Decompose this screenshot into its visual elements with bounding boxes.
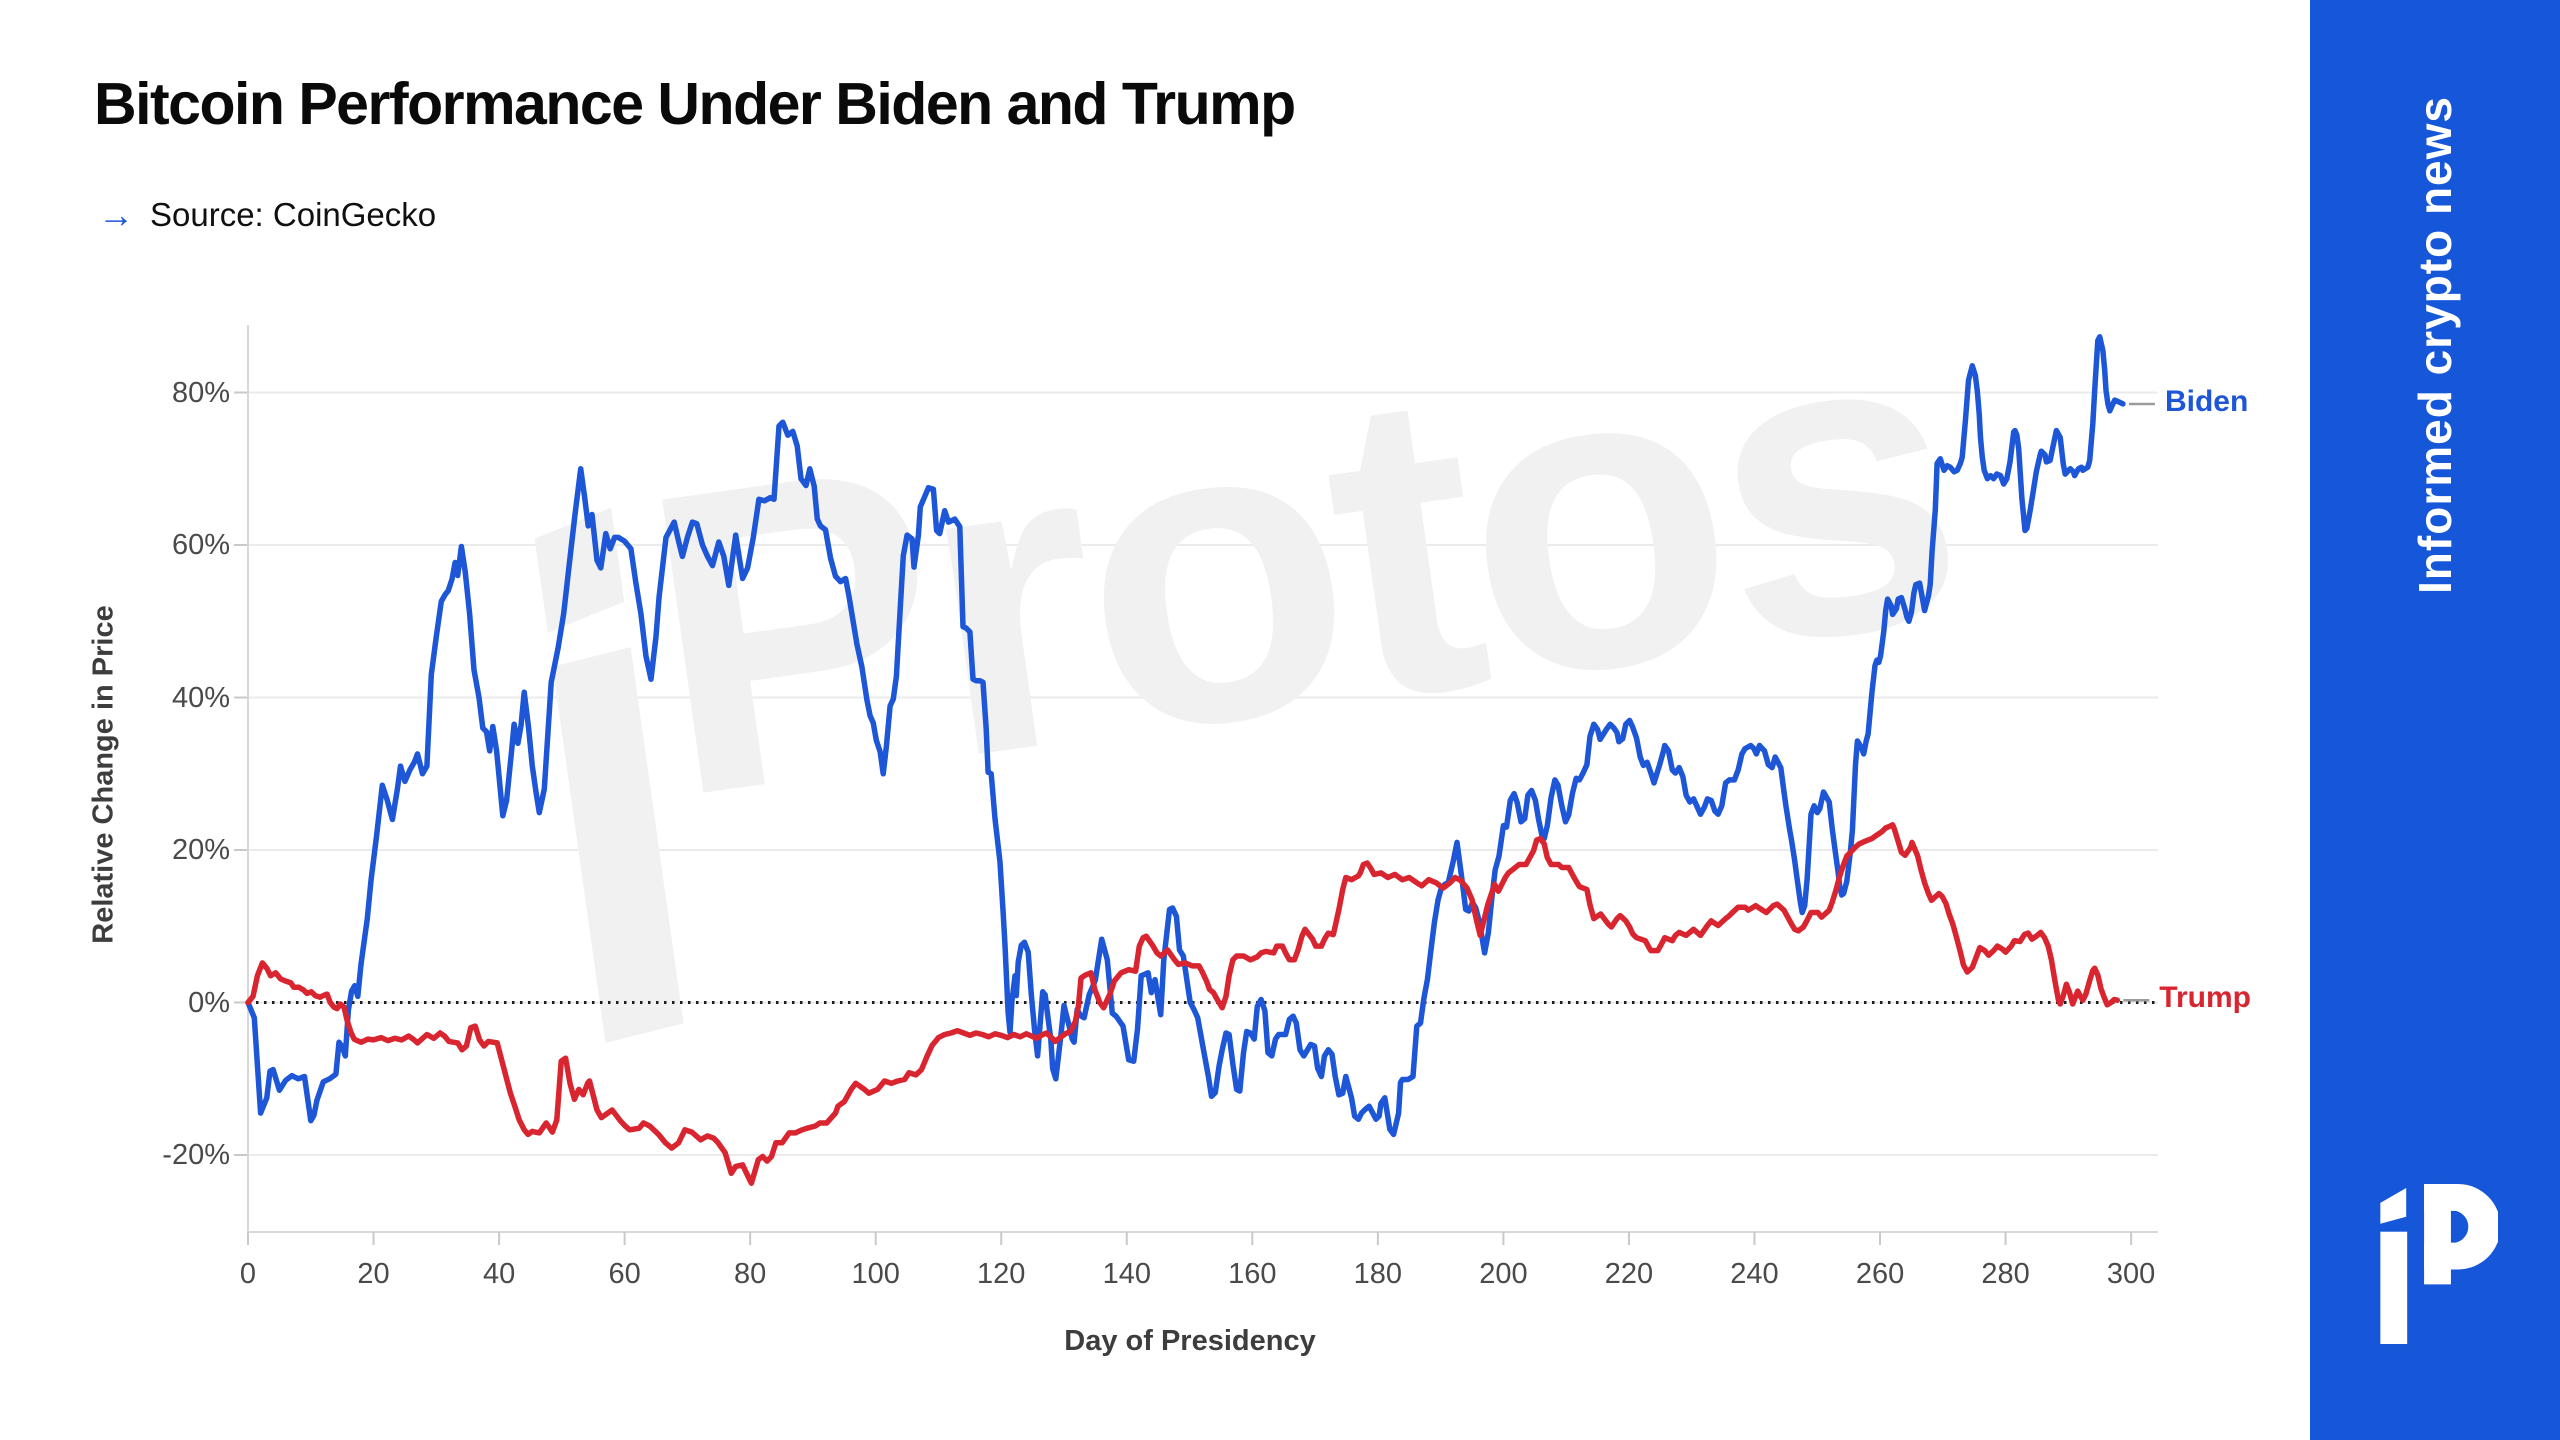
x-tick-label: 240 bbox=[1730, 1258, 1779, 1290]
x-tick-label: 0 bbox=[239, 1258, 257, 1290]
series-label-trump: Trump bbox=[2159, 981, 2251, 1015]
x-tick-label: 300 bbox=[2106, 1258, 2156, 1290]
x-tick-label: 180 bbox=[1353, 1258, 1403, 1290]
x-tick-label: 20 bbox=[357, 1258, 390, 1290]
x-tick-label: 280 bbox=[1981, 1258, 2030, 1290]
x-tick-label: 220 bbox=[1604, 1258, 1654, 1290]
source-label: Source: CoinGecko bbox=[150, 196, 437, 233]
x-tick-label: 200 bbox=[1479, 1258, 1528, 1290]
y-tick-label: -20% bbox=[162, 1139, 230, 1171]
source-line: → Source: CoinGecko bbox=[98, 196, 436, 234]
series-label-biden: Biden bbox=[2164, 384, 2249, 418]
protos-logo-icon bbox=[2380, 1183, 2498, 1345]
sidebar-tagline: Informed crypto news bbox=[2409, 96, 2461, 594]
x-tick-label: 40 bbox=[482, 1258, 516, 1290]
x-axis-title: Day of Presidency bbox=[1064, 1325, 1316, 1357]
x-tick-label: 60 bbox=[608, 1258, 641, 1290]
page-title: Bitcoin Performance Under Biden and Trum… bbox=[94, 71, 1296, 137]
y-axis-title: Relative Change in Price bbox=[87, 605, 120, 944]
sidebar: Informed crypto news bbox=[2310, 0, 2560, 1440]
sidebar-tagline-wrap: Informed crypto news bbox=[2310, 55, 2560, 635]
arrow-right-icon: → bbox=[98, 194, 134, 235]
y-tick-label: 80% bbox=[171, 376, 230, 409]
x-tick-label: 260 bbox=[1855, 1258, 1905, 1290]
y-tick-label: 60% bbox=[171, 529, 230, 561]
y-tick-label: 0% bbox=[188, 986, 230, 1019]
x-tick-label: 120 bbox=[977, 1258, 1026, 1290]
x-tick-label: 140 bbox=[1102, 1258, 1151, 1290]
y-tick-label: 40% bbox=[171, 681, 230, 714]
x-tick-label: 80 bbox=[734, 1258, 767, 1290]
y-tick-label: 20% bbox=[171, 834, 230, 866]
x-tick-label: 100 bbox=[851, 1258, 900, 1290]
x-tick-label: 160 bbox=[1228, 1258, 1277, 1290]
